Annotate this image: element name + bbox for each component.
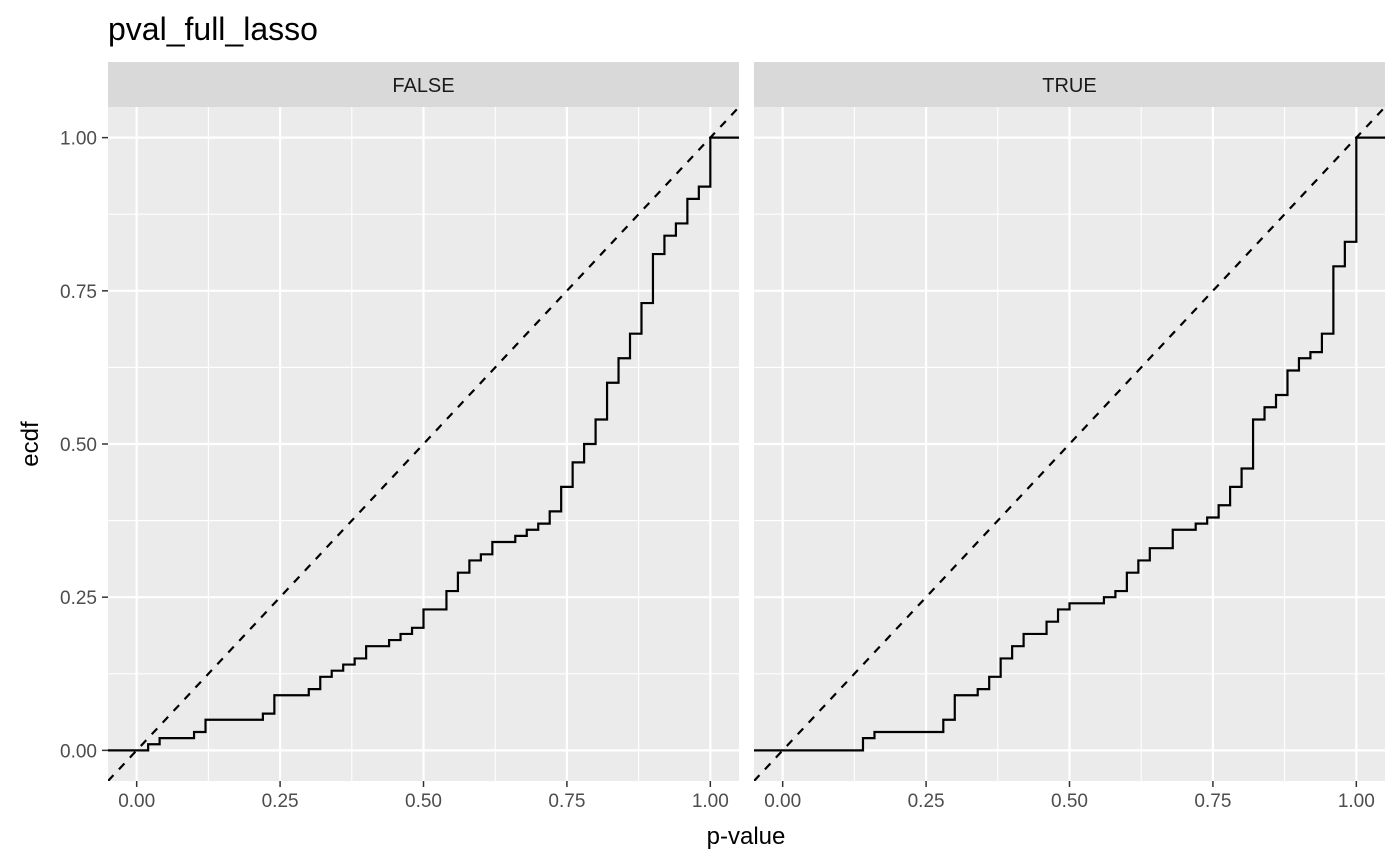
reference-diagonal-line bbox=[754, 107, 1385, 781]
facet-panel-true: TRUE 0.00 0.25 0.50 0.75 1.00 bbox=[754, 62, 1385, 812]
facet-panel-false: FALSE 0.00 0.25 0.50 0.75 1.00 0.00 0.25 0.50 0.7… bbox=[60, 62, 739, 812]
y-tick-label: 0.50 bbox=[60, 435, 97, 456]
facet-strip bbox=[108, 62, 739, 107]
x-axis-title: p-value bbox=[707, 823, 786, 850]
y-tick-label: 1.00 bbox=[60, 129, 97, 150]
facet-panels: FALSE 0.00 0.25 0.50 0.75 1.00 0.00 0.25 0.50 0.7… bbox=[60, 62, 1385, 812]
x-tick-label: 1.00 bbox=[1338, 791, 1375, 812]
facet-strip bbox=[754, 62, 1385, 107]
ecdf-step-line bbox=[108, 136, 739, 752]
x-tick-label: 0.75 bbox=[548, 791, 585, 812]
x-tick-label: 0.25 bbox=[908, 791, 945, 812]
x-tick-label: 0.75 bbox=[1194, 791, 1231, 812]
reference-diagonal-line bbox=[108, 107, 739, 781]
facet-strip-label: TRUE bbox=[1042, 75, 1096, 97]
x-tick-label: 1.00 bbox=[692, 791, 729, 812]
y-axis-title: ecdf bbox=[17, 421, 44, 467]
y-tick-label: 0.75 bbox=[60, 282, 97, 303]
x-tick-label: 0.00 bbox=[764, 791, 801, 812]
x-tick-label: 0.25 bbox=[262, 791, 299, 812]
ecdf-step-line bbox=[754, 136, 1385, 752]
x-tick-label: 0.50 bbox=[405, 791, 442, 812]
y-tick-label: 0.00 bbox=[60, 741, 97, 762]
x-tick-label: 0.00 bbox=[118, 791, 155, 812]
chart-title: pval_full_lasso bbox=[108, 11, 318, 47]
y-tick-label: 0.25 bbox=[60, 588, 97, 609]
facet-strip-label: FALSE bbox=[392, 75, 454, 97]
x-tick-label: 0.50 bbox=[1051, 791, 1088, 812]
